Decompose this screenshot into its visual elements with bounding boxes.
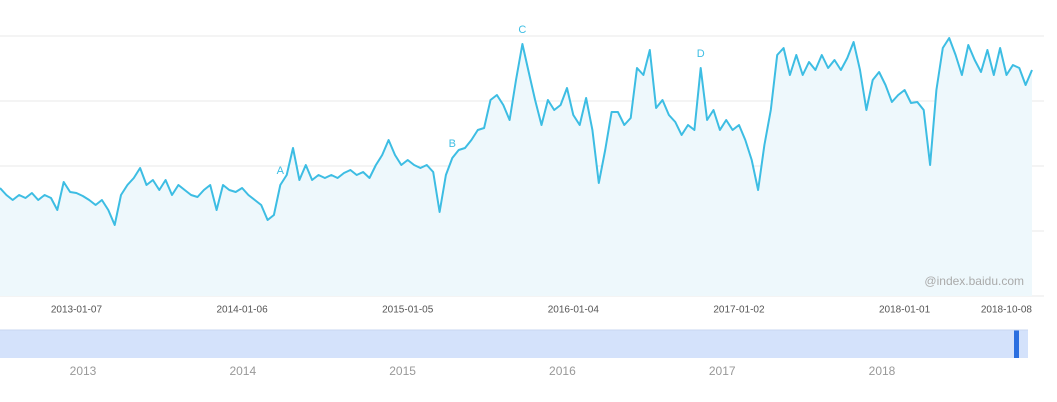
x-tick-label: 2016-01-04	[548, 305, 600, 316]
navigator-band[interactable]	[0, 330, 1028, 358]
navigator-label: 2014	[229, 364, 256, 378]
x-tick-label: 2015-01-05	[382, 305, 434, 316]
area	[0, 38, 1032, 296]
x-tick-label: 2017-01-02	[713, 305, 765, 316]
watermark: @index.baidu.com	[924, 274, 1024, 288]
navigator-label: 2016	[549, 364, 576, 378]
annotation: B	[449, 138, 456, 150]
x-tick-label: 2014-01-06	[216, 305, 268, 316]
navigator-label: 2017	[709, 364, 736, 378]
x-tick-label: 2018-01-01	[879, 305, 931, 316]
x-tick-label: 2018-10-08	[981, 305, 1033, 316]
annotation: A	[277, 165, 285, 177]
line	[0, 37, 1033, 226]
navigator-label: 2013	[70, 364, 97, 378]
annotation: D	[697, 48, 705, 60]
annotation: C	[518, 24, 526, 36]
navigator-label: 2018	[869, 364, 896, 378]
navigator-label: 2015	[389, 364, 416, 378]
x-tick-label: 2013-01-07	[51, 305, 103, 316]
navigator-handle[interactable]	[1014, 330, 1019, 358]
